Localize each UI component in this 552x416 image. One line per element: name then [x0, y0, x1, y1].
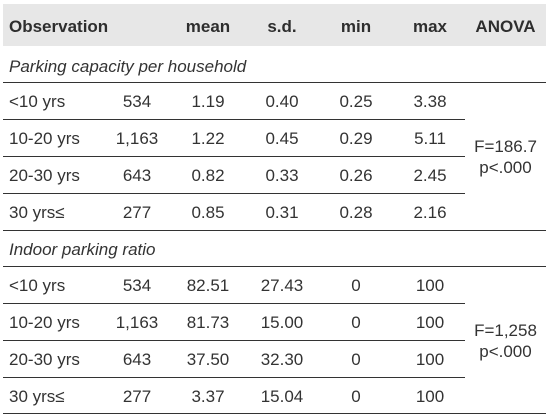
table-header-row: Observation mean s.d. min max ANOVA [3, 4, 546, 46]
cell-max: 2.45 [413, 166, 447, 185]
cell-n: 277 [122, 387, 152, 406]
row-divider [3, 82, 546, 83]
section-title-indoor-parking: Indoor parking ratio [9, 240, 156, 259]
cell-n: 534 [122, 276, 152, 295]
cell-n: 643 [122, 350, 152, 369]
cell-sd: 0.45 [265, 129, 299, 148]
anova-result-2: F=1,258 p<.000 [465, 320, 546, 362]
cell-max: 100 [415, 387, 445, 406]
table-row: <10 yrs 534 82.51 27.43 0 100 [3, 267, 546, 303]
cell-sd: 15.04 [260, 387, 304, 406]
cell-min: 0.29 [339, 129, 373, 148]
anova-f-value: F=186.7 [474, 137, 537, 156]
cell-group: 30 yrs≤ [9, 203, 65, 222]
cell-min: 0.25 [339, 92, 373, 111]
cell-max: 100 [415, 313, 445, 332]
table-row: 10-20 yrs 1,163 1.22 0.45 0.29 5.11 [3, 120, 546, 156]
statistics-table: Observation mean s.d. min max ANOVA Park… [3, 4, 546, 414]
cell-mean: 3.37 [191, 387, 225, 406]
cell-n: 1,163 [115, 313, 159, 332]
cell-sd: 32.30 [260, 350, 304, 369]
cell-group: 20-30 yrs [9, 350, 80, 369]
cell-min: 0.26 [339, 166, 373, 185]
cell-max: 3.38 [413, 92, 447, 111]
row-divider [3, 377, 465, 378]
cell-sd: 15.00 [260, 313, 304, 332]
cell-mean: 1.22 [191, 129, 225, 148]
table-bottom-border [3, 413, 546, 414]
cell-min: 0 [351, 276, 361, 295]
anova-f-value: F=1,258 [474, 321, 537, 340]
cell-group: <10 yrs [9, 276, 66, 295]
anova-p-value: p<.000 [479, 158, 532, 177]
cell-mean: 0.82 [191, 166, 225, 185]
header-mean: mean [185, 17, 231, 36]
table-row: 30 yrs≤ 277 0.85 0.31 0.28 2.16 [3, 194, 546, 230]
cell-group: 10-20 yrs [9, 313, 80, 332]
cell-max: 100 [415, 276, 445, 295]
row-divider [3, 156, 465, 157]
section-title-parking-capacity: Parking capacity per household [9, 57, 247, 76]
cell-mean: 37.50 [186, 350, 230, 369]
cell-group: 10-20 yrs [9, 129, 80, 148]
cell-n: 1,163 [115, 129, 159, 148]
cell-max: 5.11 [414, 129, 446, 148]
header-max: max [412, 17, 448, 36]
header-sd: s.d. [267, 17, 297, 36]
cell-mean: 81.73 [186, 313, 230, 332]
cell-mean: 0.85 [191, 203, 225, 222]
anova-result-1: F=186.7 p<.000 [465, 136, 546, 178]
cell-sd: 0.31 [265, 203, 299, 222]
row-divider [3, 119, 465, 120]
cell-min: 0 [351, 350, 361, 369]
anova-p-value: p<.000 [479, 342, 532, 361]
cell-sd: 0.33 [265, 166, 299, 185]
cell-group: 20-30 yrs [9, 166, 80, 185]
cell-group: <10 yrs [9, 92, 66, 111]
row-divider [3, 266, 546, 267]
header-anova: ANOVA [475, 17, 536, 36]
cell-max: 100 [415, 350, 445, 369]
cell-min: 0 [351, 387, 361, 406]
row-divider [3, 340, 465, 341]
row-divider [3, 303, 465, 304]
cell-sd: 27.43 [260, 276, 304, 295]
table-row: 20-30 yrs 643 0.82 0.33 0.26 2.45 [3, 157, 546, 193]
table-row: 20-30 yrs 643 37.50 32.30 0 100 [3, 341, 546, 377]
header-observation: Observation [9, 17, 109, 36]
table-row: 30 yrs≤ 277 3.37 15.04 0 100 [3, 378, 546, 414]
cell-group: 30 yrs≤ [9, 387, 65, 406]
cell-n: 277 [122, 203, 152, 222]
cell-min: 0.28 [339, 203, 373, 222]
table-row: 10-20 yrs 1,163 81.73 15.00 0 100 [3, 304, 546, 340]
cell-mean: 1.19 [191, 92, 225, 111]
cell-n: 534 [122, 92, 152, 111]
cell-min: 0 [351, 313, 361, 332]
cell-n: 643 [122, 166, 152, 185]
header-min: min [340, 17, 372, 36]
cell-sd: 0.40 [265, 92, 299, 111]
section-divider [3, 230, 546, 231]
cell-mean: 82.51 [186, 276, 230, 295]
row-divider [3, 193, 465, 194]
table-row: <10 yrs 534 1.19 0.40 0.25 3.38 [3, 83, 546, 119]
cell-max: 2.16 [413, 203, 447, 222]
